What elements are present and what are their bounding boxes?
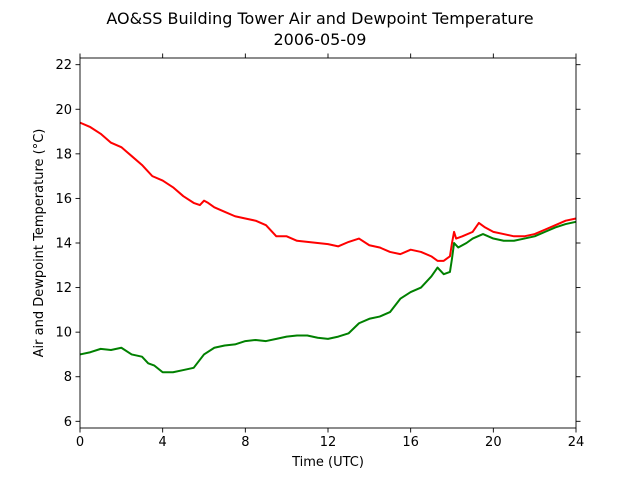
x-axis-label: Time (UTC): [291, 455, 364, 470]
y-tick-label-1: 8: [64, 370, 72, 385]
x-tick-label-1: 4: [159, 435, 167, 450]
x-axis: 0 4 8 12 16 20 24: [76, 53, 585, 450]
chart-subtitle: 2006-05-09: [274, 30, 367, 49]
y-axis: 6 8 10 12 14 16 18 20 22: [55, 58, 581, 430]
y-tick-label-2: 10: [55, 326, 72, 341]
chart-title: AO&SS Building Tower Air and Dewpoint Te…: [106, 9, 533, 28]
series-line-1: [79, 121, 577, 262]
y-axis-label: Air and Dewpoint Temperature (°C): [32, 129, 47, 358]
x-tick-label-5: 20: [485, 435, 502, 450]
x-tick-label-6: 24: [568, 435, 585, 450]
x-tick-label-2: 8: [241, 435, 249, 450]
y-tick-label-8: 22: [55, 58, 72, 73]
x-tick-label-0: 0: [76, 435, 84, 450]
x-tick-label-3: 12: [320, 435, 337, 450]
y-tick-label-0: 6: [64, 415, 72, 430]
y-tick-label-3: 12: [55, 281, 72, 296]
y-tick-label-5: 16: [55, 192, 72, 207]
series-line-2: [79, 220, 577, 374]
plot-area: [80, 58, 576, 428]
y-tick-label-7: 20: [55, 103, 72, 118]
series-layer: [79, 121, 577, 374]
y-tick-label-6: 18: [55, 147, 72, 162]
y-tick-label-4: 14: [55, 237, 72, 252]
x-tick-label-4: 16: [402, 435, 419, 450]
